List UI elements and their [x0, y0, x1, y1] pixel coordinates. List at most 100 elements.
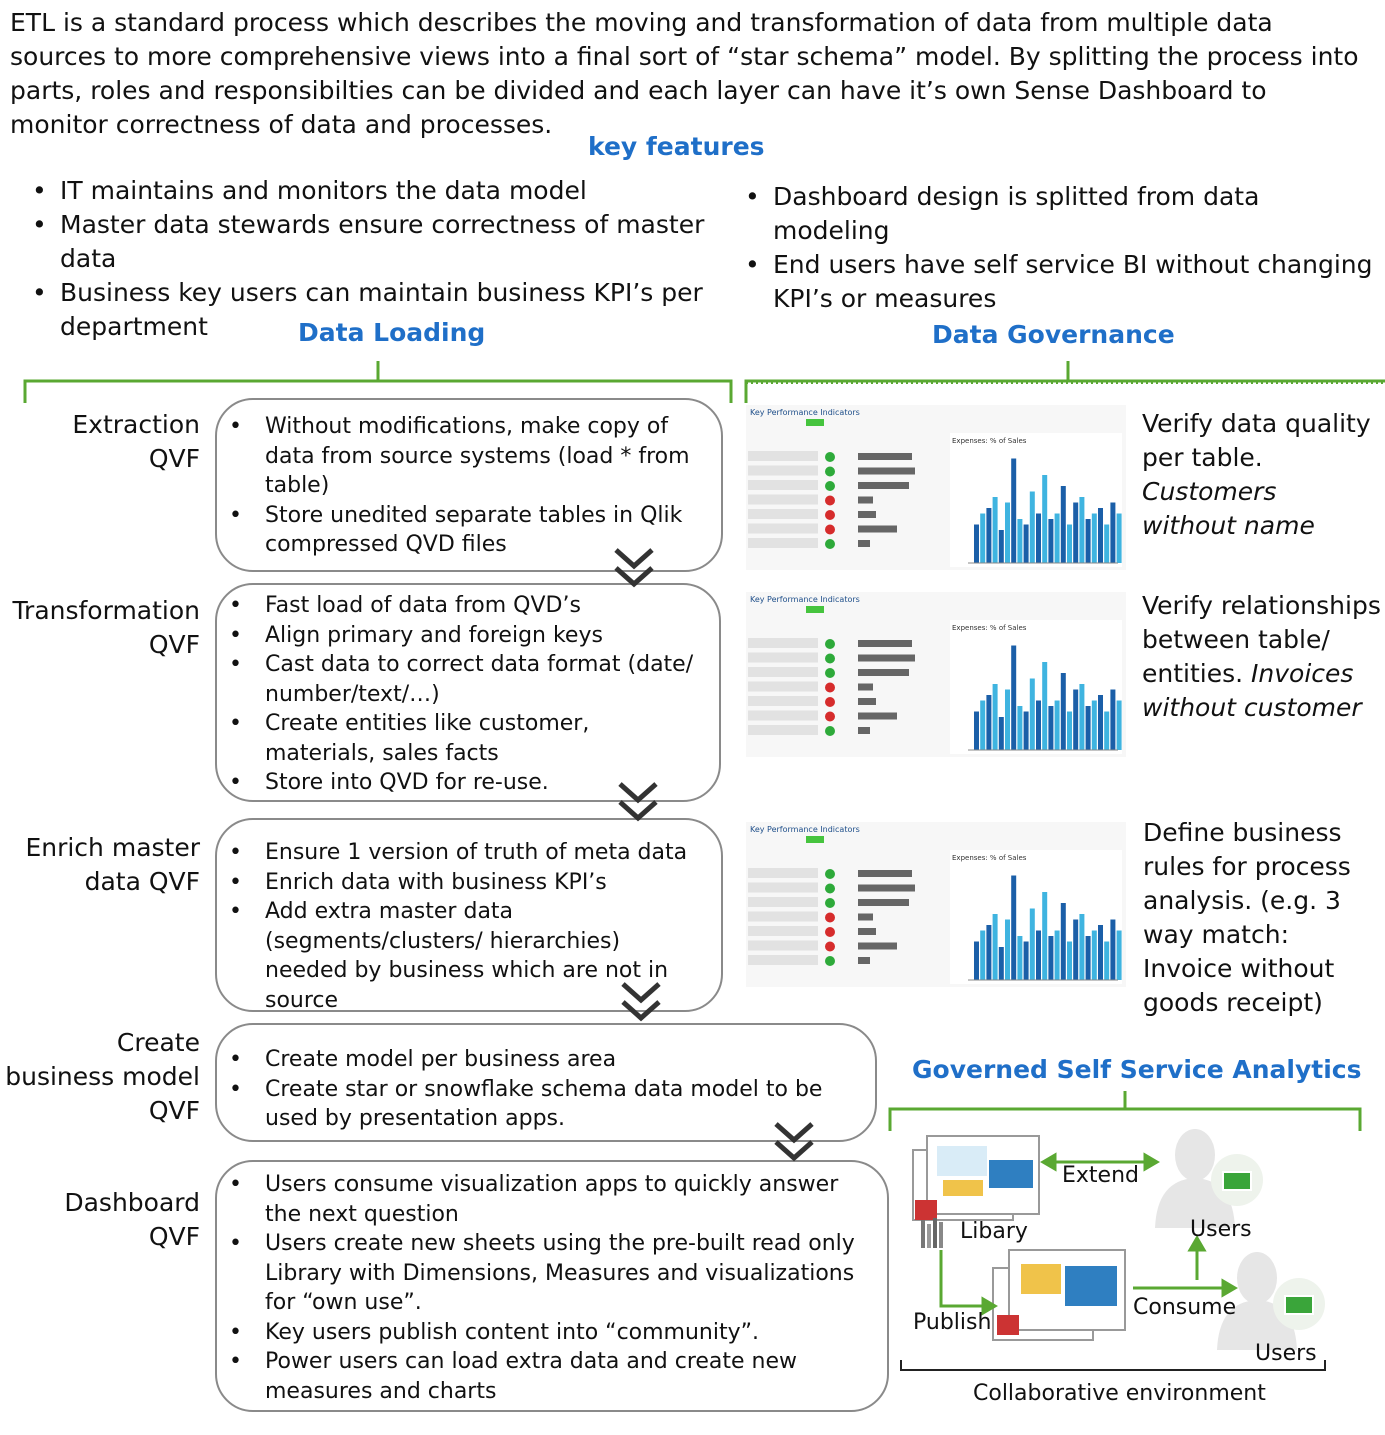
kpi-row-label	[748, 523, 818, 534]
kpi-bar	[858, 482, 909, 489]
chart-bar	[998, 530, 1004, 563]
chart-bar	[986, 508, 992, 563]
chart-bar	[1073, 689, 1079, 750]
chart-bar	[1110, 502, 1116, 563]
kpi-bar	[858, 727, 870, 734]
chevron-down-icon	[614, 548, 654, 588]
chart-bar	[1029, 491, 1035, 563]
chart-bar	[986, 695, 992, 750]
chart-bar	[1011, 458, 1017, 563]
user-icon	[1155, 1129, 1263, 1228]
chart-bar	[1054, 930, 1060, 980]
chart-bar	[1116, 930, 1122, 980]
feature-item: Dashboard design is splitted from data m…	[733, 180, 1373, 248]
chart-bar	[1036, 700, 1041, 750]
chart-bar	[992, 684, 998, 750]
chart-bar	[1060, 903, 1066, 980]
chart-title: Expenses: % of Sales	[952, 437, 1027, 445]
users-label: Users	[1190, 1217, 1252, 1242]
kpi-row-label	[748, 667, 818, 677]
chart-bar	[1054, 513, 1060, 563]
kpi-bar	[858, 870, 912, 877]
chart-title: Expenses: % of Sales	[952, 854, 1027, 862]
kpi-status-dot	[825, 539, 835, 549]
chart-title: Expenses: % of Sales	[952, 624, 1027, 632]
kpi-row-label	[748, 696, 818, 706]
kpi-bar	[858, 540, 870, 547]
chart-bar	[998, 947, 1004, 980]
kpi-row-label	[748, 911, 818, 922]
governance-note: Verify data quality per table. Customers …	[1142, 409, 1371, 540]
stage-label-enrich: Enrich master data QVF	[25, 833, 200, 896]
kpi-bar	[858, 928, 876, 935]
chart-bar	[1042, 662, 1048, 750]
chart-bar	[1110, 689, 1116, 750]
kpi-row-label	[748, 638, 818, 648]
step-item: Users create new sheets using the pre-bu…	[217, 1229, 877, 1318]
extend-label: Extend	[1062, 1163, 1139, 1188]
kpi-row-label	[748, 451, 818, 461]
chart-bar	[1048, 706, 1054, 750]
kpi-status-dot	[825, 697, 835, 707]
chart-bar	[1091, 700, 1097, 750]
kpi-row-label	[748, 940, 818, 951]
chart-bar	[1073, 502, 1079, 563]
kpi-row-label	[748, 538, 818, 548]
gssa-title: Governed Self Service Analytics	[912, 1055, 1362, 1084]
kpi-row-label	[748, 652, 818, 663]
chart-bar	[1005, 502, 1010, 563]
kpi-bar	[858, 712, 897, 720]
kpi-row-label	[748, 509, 818, 519]
step-item: Users consume visualization apps to quic…	[217, 1170, 877, 1229]
chart-bar	[1067, 524, 1072, 563]
chart-bar	[1042, 892, 1048, 980]
kpi-status-dot	[825, 682, 835, 693]
feature-item: Master data stewards ensure correctness …	[20, 208, 710, 276]
step-item: Create entities like customer, materials…	[217, 709, 697, 768]
chart-bar	[974, 941, 979, 980]
kpi-status-dot	[825, 466, 835, 477]
chart-bar	[1098, 925, 1103, 980]
chart-bar	[1098, 508, 1103, 563]
kpi-status-dot	[825, 956, 835, 966]
kpi-status-dot	[825, 927, 835, 937]
key-features-right-list: Dashboard design is splitted from data m…	[733, 180, 1373, 316]
chart-bar	[1085, 519, 1091, 563]
chart-bar	[992, 914, 998, 980]
key-features-title: key features	[588, 132, 765, 161]
consume-label: Consume	[1133, 1295, 1237, 1320]
chart-bar	[1017, 936, 1023, 980]
kpi-row-label	[748, 681, 818, 692]
kpi-status-dot	[825, 653, 835, 664]
chart-bar	[1017, 519, 1023, 563]
step-item: Store unedited separate tables in Qlik c…	[217, 501, 707, 560]
kpi-bar	[858, 467, 915, 475]
kpi-status-dot	[825, 869, 835, 879]
chart-bar	[1005, 919, 1010, 980]
stage-box-dashboard: Users consume visualization apps to quic…	[215, 1160, 889, 1412]
intro-paragraph: ETL is a standard process which describe…	[10, 8, 1359, 139]
chart-bar	[1104, 941, 1110, 980]
flow-arrows	[939, 1152, 1238, 1316]
kpi-status-dot	[825, 883, 835, 894]
kpi-row-label	[748, 926, 818, 936]
step-item: Without modifications, make copy of data…	[217, 412, 707, 501]
chart-bar	[998, 717, 1004, 750]
gssa-bracket	[888, 1091, 1362, 1131]
chart-bar	[1091, 930, 1097, 980]
kpi-bar	[858, 957, 870, 964]
kpi-status-dot	[825, 711, 835, 722]
chart-bar	[1116, 700, 1122, 750]
chart-bar	[1023, 711, 1029, 750]
chart-bar	[1036, 513, 1041, 563]
kpi-row-label	[748, 465, 818, 476]
chart-bar	[1079, 914, 1085, 980]
chart-bar	[1011, 645, 1017, 750]
thumb-title: Key Performance Indicators	[750, 825, 860, 834]
step-item: Power users can load extra data and crea…	[217, 1347, 877, 1406]
chart-bar	[1023, 524, 1029, 563]
chart-bar	[1011, 875, 1017, 980]
stage-label-dashboard: Dashboard QVF	[64, 1188, 200, 1251]
stage-label-business-model: Create business model QVF	[5, 1028, 200, 1125]
chart-bar	[1116, 513, 1122, 563]
